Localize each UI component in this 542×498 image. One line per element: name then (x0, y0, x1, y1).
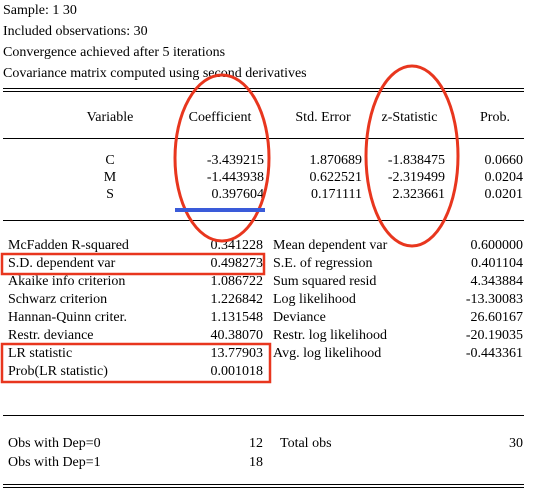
stat-label: Prob(LR statistic) (8, 364, 108, 379)
stat-value: 1.131548 (210, 310, 264, 325)
obs-dep0-value: 12 (249, 436, 263, 451)
std-error-value: 0.622521 (309, 170, 363, 185)
stat-value: 40.38070 (210, 328, 264, 343)
stat-label: Restr. log likelihood (273, 328, 387, 343)
stat-value: 0.401104 (471, 256, 523, 271)
stat-label: McFadden R-squared (8, 238, 129, 253)
stat-value: 0.341228 (210, 238, 264, 253)
z-statistic-value: -1.838475 (387, 153, 445, 168)
stat-label: Sum squared resid (273, 274, 377, 289)
stat-label: Hannan-Quinn criter. (8, 310, 127, 325)
stat-value: 1.226842 (210, 292, 264, 307)
stat-value: -20.19035 (465, 328, 523, 343)
header-rule (3, 138, 524, 139)
total-obs-value: 30 (509, 436, 523, 451)
column-header-z-statistic: z-Statistic (381, 110, 438, 125)
obs-dep0-label: Obs with Dep=0 (8, 436, 101, 451)
stat-value: 13.77903 (210, 346, 264, 361)
total-obs-label: Total obs (280, 436, 332, 451)
prob-value: 0.0660 (484, 153, 524, 168)
z-statistic-value: -2.319499 (387, 170, 445, 185)
top-rule (3, 88, 524, 89)
z-statistic-value: 2.323661 (392, 187, 446, 202)
prob-value: 0.0201 (484, 187, 524, 202)
stat-label: Mean dependent var (273, 238, 388, 253)
stat-value: -0.443361 (465, 346, 523, 361)
covariance-line: Covariance matrix computed using second … (3, 66, 307, 81)
column-header-prob: Prob. (480, 110, 510, 125)
column-header-std-error: Std. Error (295, 110, 351, 125)
stat-label: S.E. of regression (273, 256, 373, 271)
convergence-line: Convergence achieved after 5 iterations (3, 45, 226, 60)
stat-label: S.D. dependent var (8, 256, 116, 271)
table-rule (3, 220, 524, 221)
stat-label: Log likelihood (273, 292, 356, 307)
stat-label: Avg. log likelihood (273, 346, 382, 361)
stat-label: Restr. deviance (8, 328, 94, 343)
coefficient-value: -3.439215 (206, 153, 264, 168)
stat-value: 0.600000 (470, 238, 524, 253)
stat-value: 1.086722 (210, 274, 264, 289)
stat-label: Akaike info criterion (8, 274, 126, 289)
stat-label: Deviance (273, 310, 326, 325)
obs-dep1-label: Obs with Dep=1 (8, 455, 101, 470)
sample-line: Sample: 1 30 (3, 3, 77, 18)
stat-value: 0.001018 (210, 364, 264, 379)
obs-dep1-value: 18 (249, 455, 263, 470)
stat-value: 26.60167 (470, 310, 524, 325)
prob-value: 0.0204 (484, 170, 524, 185)
coefficient-value: 0.397604 (211, 187, 265, 202)
variable-name: S (106, 187, 114, 202)
stat-value: 4.343884 (470, 274, 524, 289)
column-header-variable: Variable (86, 110, 134, 125)
stats-rule (3, 415, 524, 416)
std-error-value: 1.870689 (309, 153, 363, 168)
variable-name: C (105, 153, 115, 168)
stat-value: -13.30083 (465, 292, 523, 307)
included-observations-line: Included observations: 30 (3, 24, 148, 39)
column-header-coefficient: Coefficient (188, 110, 252, 125)
top-rule-2 (3, 91, 524, 92)
bottom-rule-2 (3, 487, 524, 488)
coefficient-value: -1.443938 (206, 170, 264, 185)
std-error-value: 0.171111 (311, 187, 362, 202)
bottom-rule (3, 484, 524, 485)
stat-label: LR statistic (8, 346, 73, 361)
variable-name: M (103, 170, 117, 185)
stat-label: Schwarz criterion (8, 292, 108, 307)
stat-value: 0.498273 (210, 256, 264, 271)
